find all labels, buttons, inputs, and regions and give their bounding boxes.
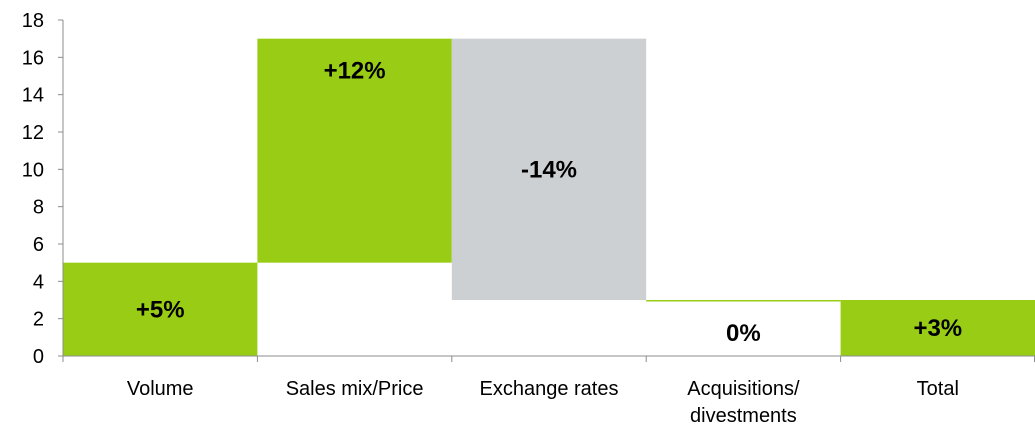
y-tick-label-6: 6 <box>33 234 44 256</box>
category-label-3: Acquisitions/ <box>687 378 800 400</box>
bar-4 <box>840 300 1035 356</box>
data-label-4: +3% <box>913 315 962 342</box>
bar-0 <box>63 262 258 356</box>
y-tick-label-16: 16 <box>22 47 44 69</box>
category-label-2: Exchange rates <box>480 378 619 400</box>
axes-layer: 0 2 4 6 8 10 12 14 16 18 <box>22 10 1035 368</box>
data-label-0: +5% <box>136 296 185 323</box>
category-labels-layer: Volume Sales mix/Price Exchange rates Acqui… <box>127 378 959 427</box>
y-tick-label-18: 18 <box>22 10 44 32</box>
y-tick-label-0: 0 <box>33 346 44 368</box>
y-tick-label-10: 10 <box>22 159 44 181</box>
category-label-1: Sales mix/Price <box>286 378 424 400</box>
category-label-3-line1: divestments <box>690 405 797 427</box>
y-tick-label-12: 12 <box>22 122 44 144</box>
data-label-1: +12% <box>324 58 386 85</box>
bar-3 <box>646 300 841 302</box>
y-tick-label-14: 14 <box>22 85 44 107</box>
data-label-3: 0% <box>726 320 761 347</box>
bars-layer <box>63 38 1035 356</box>
bar-2 <box>451 38 647 301</box>
category-label-4: Total <box>917 378 959 400</box>
data-labels-layer: +5% +12% -14% 0% +3% <box>136 58 962 347</box>
y-tick-label-8: 8 <box>33 197 44 219</box>
y-tick-label-4: 4 <box>33 271 44 293</box>
bar-1 <box>257 38 452 263</box>
data-label-2: -14% <box>521 156 577 183</box>
y-tick-label-2: 2 <box>33 309 44 331</box>
category-label-0: Volume <box>127 378 194 400</box>
